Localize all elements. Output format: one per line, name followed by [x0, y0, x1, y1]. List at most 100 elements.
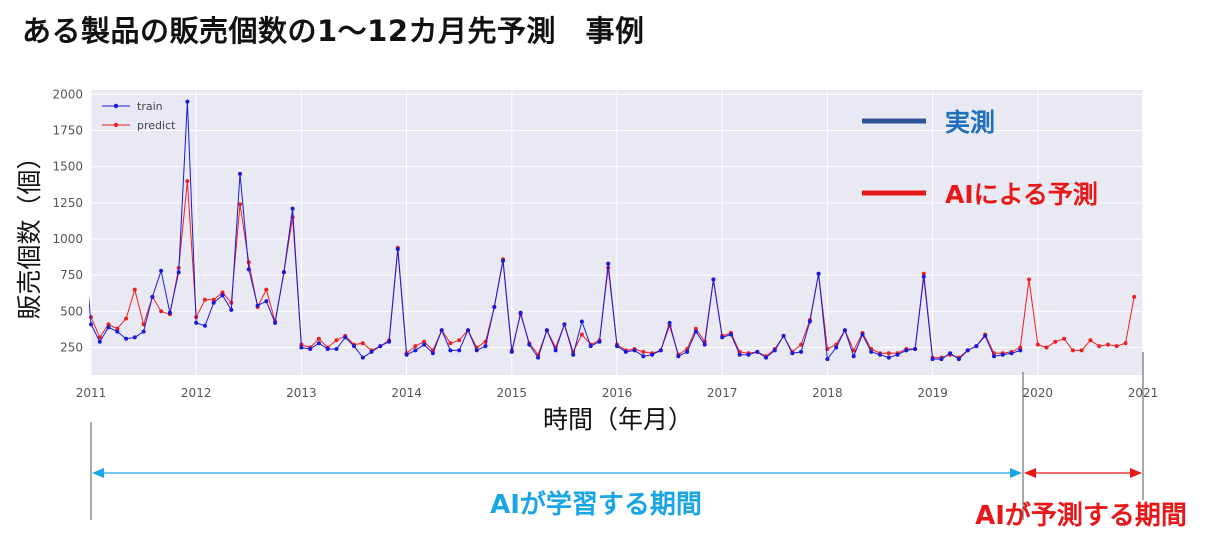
point-predict	[1114, 344, 1119, 349]
point-predict	[921, 271, 926, 276]
point-train	[229, 307, 234, 312]
point-train	[395, 247, 400, 252]
point-train	[1009, 351, 1014, 356]
point-train	[378, 344, 383, 349]
point-predict	[220, 290, 225, 295]
point-train	[132, 335, 137, 340]
legend-train-marker	[113, 103, 119, 109]
big-legend: 実測 AIによる予測	[862, 108, 1098, 209]
y-tick-label: 250	[60, 341, 83, 355]
point-train	[904, 348, 909, 353]
train-arrow-head-right	[1010, 468, 1022, 478]
point-train	[869, 349, 874, 354]
series-train	[80, 99, 1023, 362]
point-train	[930, 357, 935, 362]
point-train	[825, 357, 830, 362]
point-train	[693, 329, 698, 334]
point-train	[790, 351, 795, 356]
point-train	[685, 349, 690, 354]
point-train	[632, 348, 637, 353]
point-train	[860, 332, 865, 337]
train-period-label: AIが学習する期間	[490, 489, 702, 520]
x-tick-label: 2011	[76, 386, 107, 400]
point-predict	[1088, 338, 1093, 343]
point-train	[755, 349, 760, 354]
point-predict	[413, 344, 418, 349]
point-train	[729, 332, 733, 337]
point-train	[544, 328, 549, 333]
point-train	[246, 267, 251, 272]
point-train	[97, 339, 102, 344]
point-train	[764, 355, 768, 360]
point-predict	[1027, 277, 1031, 282]
y-axis-label: 販売個数（個）	[15, 144, 44, 319]
point-train	[623, 349, 628, 354]
point-predict	[1132, 294, 1137, 299]
point-predict	[97, 335, 102, 340]
point-train	[641, 354, 646, 359]
x-tick-label: 2015	[497, 386, 528, 400]
point-train	[141, 329, 146, 334]
y-tick-label: 1000	[52, 232, 83, 246]
point-train	[492, 305, 497, 309]
point-train	[667, 320, 672, 325]
point-train	[185, 99, 190, 104]
point-train	[658, 348, 663, 353]
point-train	[80, 217, 84, 221]
legend-actual-label: 実測	[945, 108, 995, 137]
point-train	[413, 348, 418, 353]
point-train	[448, 348, 453, 353]
x-tick-label: 2013	[286, 386, 317, 400]
y-tick-label: 750	[60, 268, 83, 282]
legend-predict-label: predict	[137, 119, 176, 132]
point-train	[886, 355, 891, 360]
point-train	[579, 319, 584, 324]
small-legend: train predict	[102, 100, 176, 132]
page-title: ある製品の販売個数の1～12カ月先予測 事例	[22, 14, 645, 48]
point-train	[290, 206, 295, 211]
point-train	[422, 342, 427, 347]
point-train	[439, 328, 444, 333]
point-predict	[886, 351, 891, 356]
point-train	[956, 357, 961, 362]
point-predict	[316, 336, 321, 341]
point-train	[220, 293, 225, 298]
point-train	[772, 348, 777, 353]
point-train	[457, 348, 462, 353]
point-train	[106, 325, 111, 330]
point-train	[597, 339, 602, 344]
point-train	[474, 348, 479, 353]
y-tick-label: 2000	[52, 87, 83, 101]
point-train	[352, 344, 356, 349]
series-line-train	[89, 101, 1021, 360]
point-train	[273, 320, 278, 325]
train-arrow-head-left	[92, 468, 104, 478]
legend-ai-label: AIによる予測	[945, 180, 1098, 209]
point-train	[711, 277, 716, 282]
point-train	[334, 347, 339, 351]
point-train	[203, 323, 207, 328]
x-tick-label: 2014	[391, 386, 422, 400]
point-predict	[422, 339, 427, 344]
series-layer	[80, 99, 1137, 362]
point-train	[264, 299, 269, 304]
point-train	[553, 348, 558, 353]
point-predict	[360, 341, 365, 346]
point-predict	[448, 341, 453, 346]
x-tick-label: 2016	[602, 386, 633, 400]
point-train	[939, 357, 944, 362]
x-axis-label: 時間（年月）	[543, 405, 693, 434]
x-tick-label: 2019	[917, 386, 948, 400]
point-predict	[124, 316, 129, 321]
point-predict	[264, 287, 269, 292]
point-predict	[799, 342, 804, 347]
point-predict	[185, 179, 190, 184]
point-train	[115, 329, 120, 334]
point-train	[316, 341, 321, 346]
point-train	[308, 347, 313, 351]
point-train	[369, 349, 374, 354]
point-train	[1000, 352, 1005, 357]
point-train	[501, 258, 505, 263]
point-train	[615, 344, 619, 349]
point-predict	[579, 332, 584, 337]
